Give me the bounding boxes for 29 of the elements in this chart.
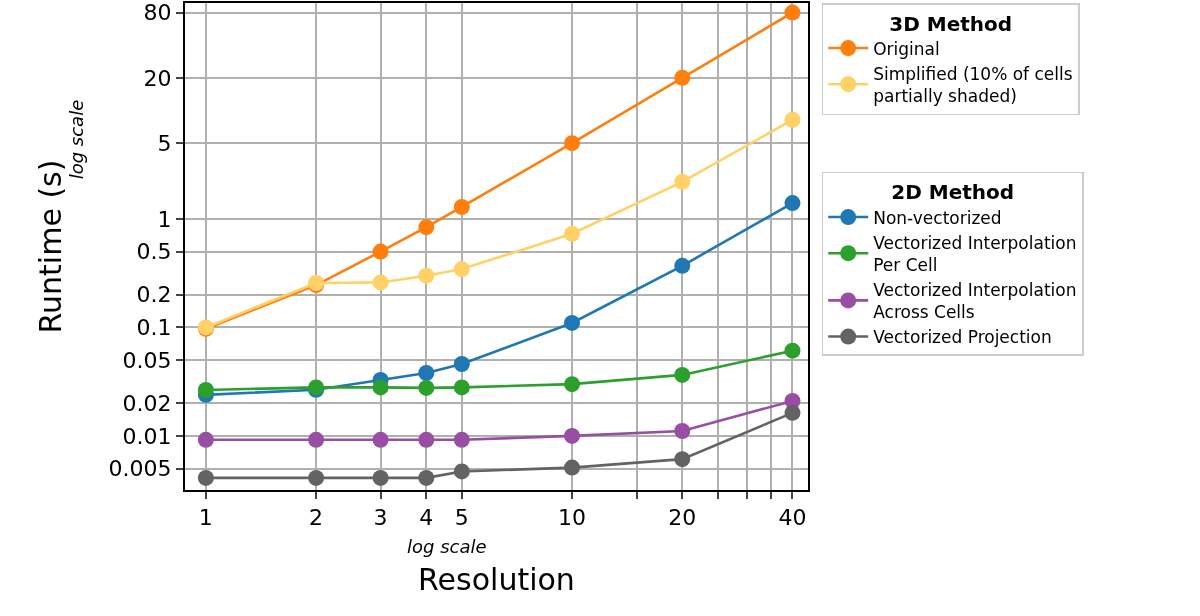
legend-label: Vectorized Projection	[873, 327, 1052, 348]
y-tick-label: 0.1	[136, 315, 172, 341]
x-tick-label: 20	[668, 505, 697, 531]
y-tick-label: 5	[157, 130, 172, 156]
legend-label: Non-vectorized	[873, 207, 1002, 228]
x-tick-label: 2	[309, 505, 324, 531]
x-tick-label: 40	[778, 505, 807, 531]
y-tick-label: 0.2	[136, 282, 172, 308]
x-tick-label: 5	[454, 505, 469, 531]
y-tick-label: 0.01	[122, 423, 172, 449]
y-tick-label: 0.05	[122, 347, 172, 373]
x-tick-label: 3	[373, 505, 388, 531]
x-tick-label: 1	[198, 505, 213, 531]
text: 3D Method	[889, 11, 1013, 36]
x-tick-label: 4	[419, 505, 434, 531]
x-axis-title: Resolution	[418, 562, 575, 598]
y-tick-label: 0.005	[108, 456, 172, 482]
y-tick-label: 80	[143, 0, 172, 26]
y-tick-label: 1	[157, 206, 172, 232]
legend-label: Simplified (10% of cells partially shaded)	[873, 63, 1073, 106]
legend-label: Vectorized Interpolation Across Cells	[873, 279, 1077, 323]
text: 2D Method	[891, 180, 1015, 205]
y-tick-label: 20	[143, 65, 172, 91]
x-tick-label: 10	[558, 505, 587, 531]
legend-label: Vectorized Interpolation Per Cell	[873, 232, 1077, 275]
y-tick-label: 0.02	[122, 390, 172, 416]
y-tick-label: 0.5	[136, 239, 172, 265]
text: log scale	[407, 536, 487, 557]
legend-label: Original	[873, 38, 940, 59]
